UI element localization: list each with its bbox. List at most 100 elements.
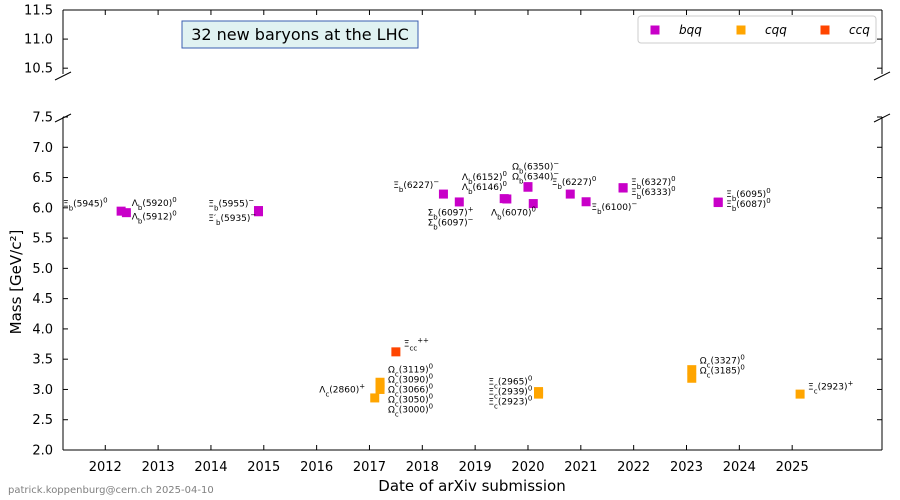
particle-label: Ξb(6100)− bbox=[591, 200, 637, 216]
particle-label: Ωc(3090)0 bbox=[388, 373, 433, 389]
y-tick-label: 6.0 bbox=[32, 201, 53, 216]
y-tick-label: 3.5 bbox=[32, 353, 53, 368]
particle-label: Ξb(6095)0 bbox=[726, 187, 771, 203]
axis-break-mark bbox=[873, 71, 891, 81]
particle-label: Ωc(3119)0 bbox=[388, 363, 433, 379]
data-point-ccq bbox=[391, 347, 401, 357]
y-tick-label: 7.0 bbox=[32, 141, 53, 156]
data-point-bqq bbox=[618, 183, 628, 193]
particle-label: Ξc(2965)0 bbox=[488, 375, 532, 391]
legend-box bbox=[637, 15, 877, 44]
x-tick-label: 2022 bbox=[617, 460, 650, 475]
x-tick-label: 2013 bbox=[142, 460, 175, 475]
particle-label: Ξc(2939)0 bbox=[488, 385, 532, 401]
data-point-bqq bbox=[454, 197, 464, 207]
data-point-bqq bbox=[528, 199, 538, 209]
x-tick-label: 2025 bbox=[776, 460, 809, 475]
particle-label: Λb(6070)0 bbox=[491, 206, 536, 222]
y-tick-label: 3.0 bbox=[32, 383, 53, 398]
legend-marker-bqq bbox=[650, 25, 660, 35]
y-tick-label: 11.5 bbox=[24, 4, 53, 19]
data-point-bqq bbox=[581, 197, 591, 207]
particle-label: Ξ′b(5935)− bbox=[208, 211, 256, 227]
y-tick-label: 11.0 bbox=[24, 33, 53, 48]
credit-text: patrick.koppenburg@cern.ch 2025-04-10 bbox=[8, 485, 214, 496]
data-point-bqq bbox=[121, 208, 131, 218]
data-point-cqq bbox=[687, 365, 697, 375]
x-tick-label: 2012 bbox=[89, 460, 122, 475]
particle-label: Σb(6097)− bbox=[428, 216, 474, 232]
y-tick-label: 2.5 bbox=[32, 413, 53, 428]
title-box: 32 new baryons at the LHC bbox=[181, 20, 419, 49]
particle-label: Λb(6152)0 bbox=[462, 170, 507, 186]
legend-label-ccq: ccq bbox=[849, 23, 870, 37]
x-tick-label: 2020 bbox=[511, 460, 544, 475]
y-axis-label: Mass [GeV/c²] bbox=[7, 230, 25, 335]
data-point-cqq bbox=[370, 393, 380, 403]
particle-label: Ωb(6340)− bbox=[512, 170, 559, 186]
particle-label: Ξb(6327)0 bbox=[631, 175, 676, 191]
x-tick-label: 2017 bbox=[353, 460, 386, 475]
particle-label: Λb(6146)0 bbox=[462, 180, 507, 196]
legend-label-cqq: cqq bbox=[765, 23, 787, 37]
particle-label: Ξb(5955)− bbox=[208, 197, 254, 213]
particle-label: Λc(2860)+ bbox=[319, 382, 365, 398]
y-tick-label: 10.5 bbox=[24, 62, 53, 77]
axis-break-mark bbox=[873, 113, 891, 123]
legend-marker-ccq bbox=[820, 25, 830, 35]
data-point-bqq bbox=[565, 189, 575, 199]
x-axis-label: Date of arXiv submission bbox=[378, 477, 565, 495]
data-point-bqq bbox=[523, 182, 533, 192]
particle-label: Ωc(3327)0 bbox=[700, 353, 745, 369]
particle-label: Ωb(6350)− bbox=[512, 160, 559, 176]
y-tick-label: 2.0 bbox=[32, 444, 53, 459]
legend-marker-cqq bbox=[736, 25, 746, 35]
y-tick-label: 4.0 bbox=[32, 322, 53, 337]
data-points bbox=[116, 182, 805, 403]
data-point-cqq bbox=[375, 384, 385, 394]
particle-label: Ξb(6333)0 bbox=[631, 185, 676, 201]
x-tick-label: 2014 bbox=[194, 460, 227, 475]
chart-title: 32 new baryons at the LHC bbox=[191, 25, 409, 44]
particle-label: Ξb(6227)− bbox=[393, 178, 439, 194]
particle-label: Ξc(2923)+ bbox=[808, 379, 853, 395]
legend: bqq cqq ccq bbox=[637, 15, 877, 44]
x-tick-label: 2024 bbox=[723, 460, 756, 475]
data-point-bqq bbox=[116, 206, 126, 216]
data-point-bqq bbox=[502, 194, 512, 204]
x-tick-label: 2018 bbox=[406, 460, 439, 475]
y-tick-label: 6.5 bbox=[32, 171, 53, 186]
y-tick-label: 5.0 bbox=[32, 262, 53, 277]
particle-label: Ξb(6087)0 bbox=[726, 197, 771, 213]
data-point-bqq bbox=[438, 189, 448, 199]
x-tick-label: 2019 bbox=[459, 460, 492, 475]
legend-label-bqq: bqq bbox=[679, 23, 702, 37]
particle-label: Ωc(3050)0 bbox=[388, 393, 433, 409]
particle-label: Λb(5920)0 bbox=[132, 196, 177, 212]
particle-label: Ξc(2923)0 bbox=[488, 395, 532, 411]
y-tick-label: 5.5 bbox=[32, 232, 53, 247]
x-tick-label: 2016 bbox=[300, 460, 333, 475]
x-tick-label: 2023 bbox=[670, 460, 703, 475]
axis-break-mark bbox=[54, 71, 72, 81]
particle-label: Ωc(3066)0 bbox=[388, 383, 433, 399]
particle-label: Ξb(6227)0 bbox=[552, 175, 597, 191]
particle-label: Ξcc++ bbox=[404, 336, 429, 352]
data-point-bqq bbox=[254, 207, 264, 217]
data-point-cqq bbox=[687, 373, 697, 383]
axes-frames bbox=[54, 9, 891, 451]
data-point-cqq bbox=[795, 389, 805, 399]
data-point-bqq bbox=[713, 198, 723, 208]
particle-labels: Ξb(5945)0 Λb(5920)0Λb(5912)0 Ξb(5955)−Ξ′b(… bbox=[63, 160, 854, 419]
particle-label: Λb(5912)0 bbox=[132, 209, 177, 225]
data-point-cqq bbox=[534, 389, 544, 399]
y-tick-label: 4.5 bbox=[32, 292, 53, 307]
x-tick-label: 2015 bbox=[247, 460, 280, 475]
particle-label: Ωc(3000)0 bbox=[388, 403, 433, 419]
axis-break-mark bbox=[54, 113, 72, 123]
particle-label: Σb(6097)+ bbox=[428, 206, 474, 222]
axis-ticks: 2012 2013 2014 2015 2016 2017 2018 2019 2020 2021… bbox=[24, 4, 882, 475]
particle-label: Ωc(3185)0 bbox=[700, 363, 745, 379]
x-tick-label: 2021 bbox=[564, 460, 597, 475]
